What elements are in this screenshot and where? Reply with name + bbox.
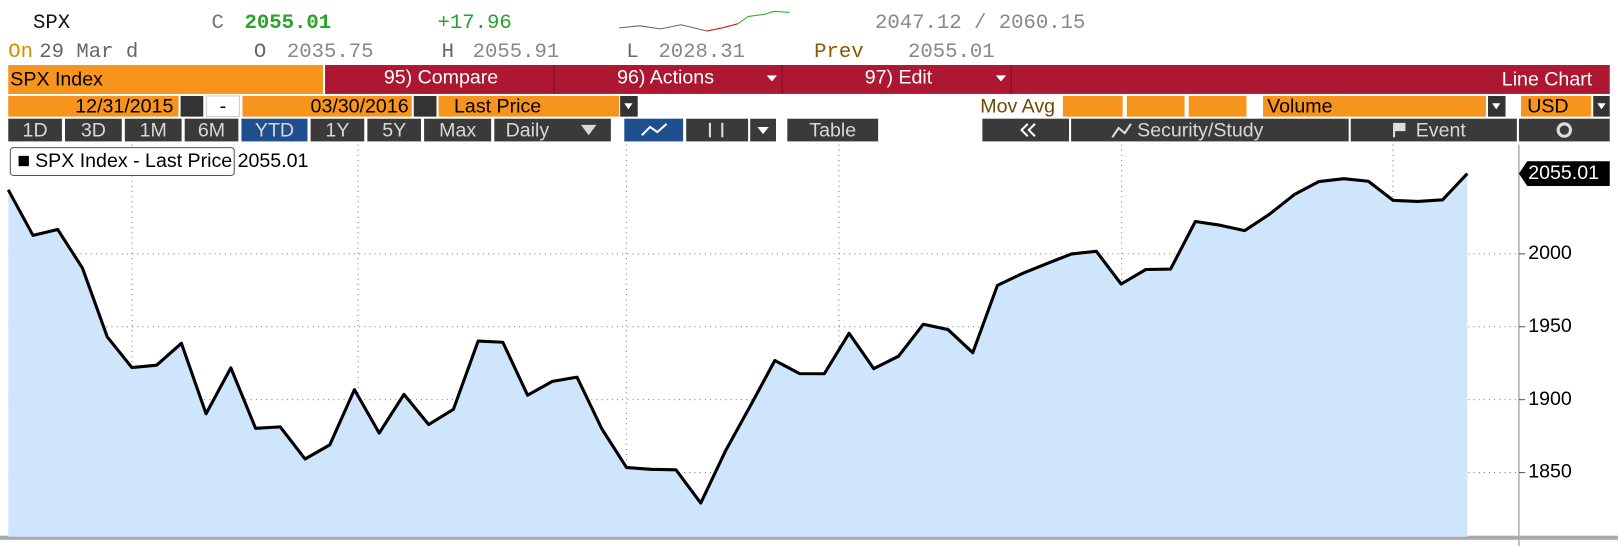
date: 29 Mar d <box>39 41 138 64</box>
y-tick-label: 1900 <box>1528 388 1572 410</box>
period-label[interactable]: 1Y <box>325 119 349 141</box>
period-label[interactable]: 3D <box>81 119 106 141</box>
current-value-tag <box>1518 161 1610 187</box>
change: +17.96 <box>438 12 512 35</box>
period-button[interactable] <box>124 118 182 142</box>
period-button[interactable] <box>65 118 122 142</box>
close-label: C <box>212 12 224 35</box>
security-field[interactable] <box>8 65 323 94</box>
settings-button[interactable] <box>1518 118 1610 142</box>
calendar-icon[interactable] <box>413 95 437 117</box>
actions-menu[interactable]: 96) Actions <box>617 67 714 89</box>
study-param[interactable] <box>1126 95 1185 117</box>
security-study-label[interactable]: Security/Study <box>1137 119 1264 141</box>
study-param[interactable] <box>1062 95 1123 117</box>
legend-label: SPX Index - Last Price 2055.01 <box>35 150 308 172</box>
dropdown-arrow <box>624 103 633 110</box>
period-button[interactable] <box>184 118 239 142</box>
dropdown-arrow <box>1492 103 1501 110</box>
bar-mode-button[interactable] <box>686 118 749 142</box>
prev-price: 2055.01 <box>908 41 995 64</box>
ticker: SPX <box>33 12 71 35</box>
separator-box <box>205 95 240 118</box>
calendar-icon[interactable] <box>180 95 204 117</box>
dropdown-arrow[interactable] <box>995 75 1007 82</box>
currency[interactable]: USD <box>1527 96 1568 118</box>
icon <box>1393 122 1406 138</box>
icon <box>1027 123 1036 137</box>
prev-label: Prev <box>814 41 864 64</box>
dropdown-arrow <box>757 126 769 135</box>
compare-menu[interactable]: 95) Compare <box>384 67 498 89</box>
sparkline <box>619 24 707 32</box>
day-range: 2047.12 / 2060.15 <box>875 12 1085 35</box>
period-label[interactable]: YTD <box>255 119 294 141</box>
legend-swatch <box>18 155 29 167</box>
table-label[interactable]: Table <box>809 119 856 141</box>
icon <box>641 123 668 136</box>
start-date-field[interactable] <box>8 95 179 117</box>
period-label[interactable]: Max <box>439 119 476 141</box>
period-label[interactable]: 1M <box>140 119 167 141</box>
low-label: L <box>626 41 638 64</box>
period-label[interactable]: 1D <box>23 119 48 141</box>
lower-study[interactable]: Volume <box>1267 96 1332 118</box>
end-date-field[interactable] <box>242 95 412 117</box>
plot <box>6 161 1610 537</box>
study-param[interactable] <box>1188 95 1247 117</box>
chart-type[interactable]: Line Chart <box>1502 69 1593 91</box>
dropdown-arrow <box>580 124 597 136</box>
event-button[interactable] <box>1350 118 1517 142</box>
period-label[interactable]: 6M <box>198 119 225 141</box>
security[interactable]: SPX Index <box>10 69 103 91</box>
period-label[interactable]: 5Y <box>382 119 406 141</box>
open-label: O <box>254 41 266 64</box>
y-tick-label: 2000 <box>1528 242 1572 264</box>
labels: SPX C 2055.01 +17.96 2047.12 / 2060.15 On 29 M… <box>8 12 1599 483</box>
end-date[interactable]: 03/30/2016 <box>311 96 409 118</box>
study[interactable]: Mov Avg <box>980 96 1055 118</box>
high-label: H <box>442 41 454 64</box>
dropdown-arrow[interactable] <box>766 75 778 82</box>
open-price: 2035.75 <box>287 41 374 64</box>
period-button[interactable] <box>8 118 62 142</box>
high-price: 2055.91 <box>473 41 560 64</box>
frequency-button[interactable] <box>494 118 611 142</box>
field-select[interactable] <box>438 95 620 117</box>
area <box>8 173 1468 537</box>
event-label[interactable]: Event <box>1416 119 1467 141</box>
field[interactable]: Last Price <box>454 96 541 118</box>
table-button[interactable] <box>787 118 879 142</box>
period-button[interactable] <box>424 118 492 142</box>
period-button[interactable] <box>310 118 365 142</box>
icon <box>1020 123 1029 137</box>
start-date[interactable]: 12/31/2015 <box>75 96 173 118</box>
low-price: 2028.31 <box>658 41 745 64</box>
collapse-button[interactable] <box>982 118 1070 142</box>
bottom-border <box>0 535 1618 540</box>
y-tick-label: 1850 <box>1528 461 1572 483</box>
date-separator: - <box>220 96 227 118</box>
current-value-label: 2055.01 <box>1528 162 1599 184</box>
icon <box>1556 122 1573 138</box>
price-line <box>6 172 1469 505</box>
lower-study-select[interactable] <box>1263 95 1486 117</box>
currency-select[interactable] <box>1521 95 1592 117</box>
legend-box <box>9 147 235 176</box>
period-button[interactable] <box>241 118 308 142</box>
edit-menu[interactable]: 97) Edit <box>865 67 933 89</box>
period-button[interactable] <box>367 118 422 142</box>
sparkline <box>737 10 790 25</box>
frequency-label[interactable]: Daily <box>506 119 550 141</box>
menu-bar <box>325 65 1610 94</box>
close-price: 2055.01 <box>245 12 332 35</box>
dropdown-arrow <box>1597 103 1606 110</box>
sparkline <box>706 23 738 32</box>
security-study-button[interactable] <box>1071 118 1349 142</box>
icon <box>1111 123 1132 138</box>
date-label: On <box>8 41 33 64</box>
y-tick-label: 1950 <box>1528 315 1572 337</box>
